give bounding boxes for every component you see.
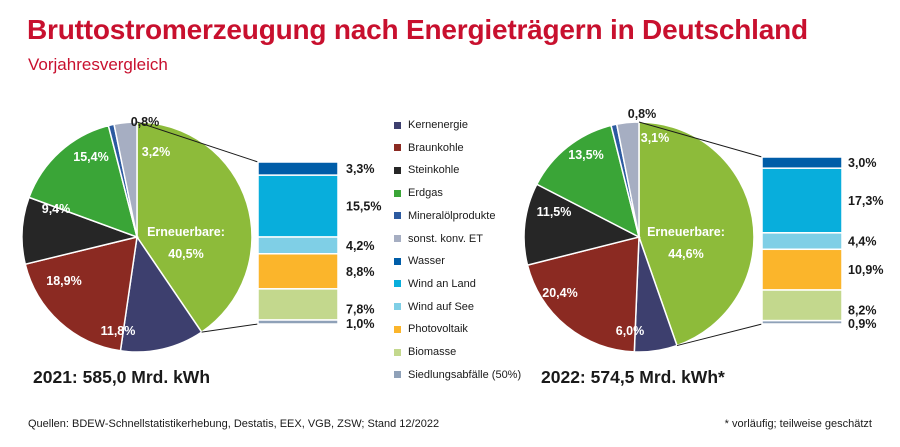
slice-value-renewables: 40,5% (168, 247, 203, 261)
bar-value-wind-auf-see: 4,2% (346, 239, 375, 253)
legend-label: Wind an Land (408, 277, 476, 290)
slice-value-mineral-lprodukte: 0,8% (628, 107, 657, 121)
bar-segment-wasser (761, 156, 843, 169)
legend-swatch (394, 371, 401, 379)
pie-slice-kernenergie (119, 234, 203, 353)
slice-value-mineral-lprodukte: 0,8% (131, 115, 160, 129)
legend-item: Mineralölprodukte (394, 208, 495, 224)
legend-swatch (394, 121, 401, 129)
legend-swatch (394, 257, 401, 265)
slice-value-sonst-konv-et: 3,2% (142, 145, 171, 159)
pie-slice-sonst-konv-et (615, 121, 640, 238)
bar-segment-wind-auf-see (761, 232, 843, 251)
pie-slice-erdgas (28, 124, 139, 239)
pie-slice-steinkohle (523, 183, 642, 267)
legend-item: sonst. konv. ET (394, 231, 483, 247)
legend-swatch (394, 303, 401, 311)
connector-line-top (638, 121, 763, 158)
bar-value-siedlungsabf-lle-50: 1,0% (346, 317, 375, 331)
legend-label: Erdgas (408, 187, 443, 200)
slice-value-braunkohle: 20,4% (542, 286, 577, 300)
legend-swatch (394, 235, 401, 242)
slice-value-steinkohle: 11,5% (537, 205, 572, 219)
bar-segment-siedlungsabf-lle-50 (761, 319, 843, 325)
bar-segment-biomasse (761, 289, 843, 322)
bar-value-photovoltaik: 10,9% (848, 263, 883, 277)
pie-slice-erdgas (535, 124, 641, 239)
pie-slice-braunkohle (526, 236, 640, 353)
legend-label: Steinkohle (408, 164, 460, 177)
legend-label: Mineralölprodukte (408, 209, 496, 222)
slice-value-renewables: 44,6% (668, 247, 703, 261)
legend-label: Braunkohle (408, 141, 464, 154)
legend-item: Wind an Land (394, 276, 476, 292)
bar-segment-siedlungsabf-lle-50 (257, 319, 339, 325)
legend-swatch (394, 144, 401, 152)
legend-item: Erdgas (394, 185, 443, 201)
bar-value-wind-an-land: 15,5% (346, 200, 381, 214)
pie-slice-sonst-konv-et (113, 121, 138, 238)
total-2021: 2021: 585,0 Mrd. kWh (33, 367, 211, 387)
slice-value-kernenergie: 11,8% (101, 324, 136, 338)
slice-value-kernenergie: 6,0% (616, 324, 645, 338)
legend-label: Kernenergie (408, 119, 468, 131)
bar-segment-wind-an-land (257, 174, 339, 238)
legend-item: Braunkohle (394, 140, 464, 156)
pie-slice-erneuerbare (638, 121, 755, 347)
bar-value-wind-an-land: 17,3% (848, 194, 883, 208)
bar-value-wasser: 3,0% (848, 156, 877, 170)
pie-slice-braunkohle (24, 236, 138, 352)
bar-segment-wind-an-land (761, 167, 843, 234)
legend-label: Siedlungsabfälle (50%) (408, 368, 522, 381)
source-note: Quellen: BDEW-Schnellstatistikerhebung, … (28, 418, 440, 430)
legend-swatch (394, 325, 401, 333)
slice-value-erdgas: 13,5% (568, 148, 603, 162)
legend-label: Wind auf See (408, 300, 475, 313)
connector-line-bottom (201, 323, 259, 333)
slice-value-sonst-konv-et: 3,1% (641, 131, 670, 145)
legend-swatch (394, 166, 401, 174)
bar-value-biomasse: 8,2% (848, 303, 877, 317)
legend-item: Wasser (394, 253, 445, 269)
legend-label: sonst. konv. ET (408, 232, 483, 245)
bar-segment-wind-auf-see (257, 236, 339, 255)
bar-segment-biomasse (257, 288, 339, 321)
bar-value-siedlungsabf-lle-50: 0,9% (848, 317, 877, 331)
legend-label: Photovoltaik (408, 323, 468, 336)
footnote: * vorläufig; teilweise geschätzt (724, 418, 872, 430)
slice-label-renewables: Erneuerbare: (147, 225, 225, 239)
slice-value-erdgas: 15,4% (73, 150, 108, 164)
bar-value-biomasse: 7,8% (346, 302, 375, 316)
legend-swatch (394, 212, 401, 220)
total-2022: 2022: 574,5 Mrd. kWh* (541, 367, 725, 387)
legend-item: Siedlungsabfälle (50%) (394, 367, 521, 383)
bar-value-photovoltaik: 8,8% (346, 265, 375, 279)
connector-line-top (136, 121, 259, 163)
legend-item: Steinkohle (394, 162, 459, 178)
bar-value-wind-auf-see: 4,4% (848, 235, 877, 249)
pie-slice-erneuerbare (136, 121, 253, 334)
legend-swatch (394, 189, 401, 197)
legend-label: Biomasse (408, 346, 457, 358)
slice-value-braunkohle: 18,9% (46, 274, 81, 288)
legend-swatch (394, 280, 401, 288)
bar-segment-photovoltaik (257, 253, 339, 290)
bar-segment-photovoltaik (761, 248, 843, 291)
slice-label-renewables: Erneuerbare: (647, 225, 725, 239)
bar-segment-wasser (257, 161, 339, 176)
connector-line-bottom (676, 323, 763, 347)
legend-item: Photovoltaik (394, 321, 468, 337)
chart-subtitle: Vorjahresvergleich (28, 55, 168, 74)
legend-swatch (394, 348, 401, 356)
bar-value-wasser: 3,3% (346, 162, 375, 176)
chart-title: Bruttostromerzeugung nach Energieträgern… (27, 14, 808, 45)
legend-item: Wind auf See (394, 299, 474, 315)
legend-label: Wasser (408, 255, 445, 268)
slice-value-steinkohle: 9,4% (42, 202, 71, 216)
legend-item: Kernenergie (394, 117, 468, 133)
legend-item: Biomasse (394, 344, 456, 360)
